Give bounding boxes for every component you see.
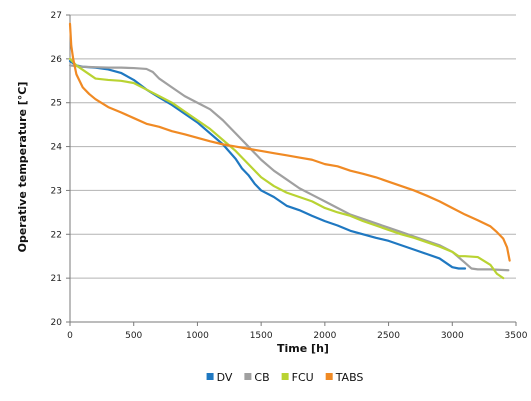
legend-swatch-dv xyxy=(206,373,214,380)
y-tick-label: 20 xyxy=(51,318,63,328)
series-line-dv xyxy=(68,59,467,270)
legend-label-fcu: FCU xyxy=(292,371,314,384)
grid-lines xyxy=(70,14,516,279)
tick-labels: 20 21 22 23 24 25 26 27 0 500 1000 1500 2000 2500 3000… xyxy=(51,11,528,341)
y-tick-label: 24 xyxy=(51,143,63,153)
series-line-tabs xyxy=(68,22,511,262)
y-tick-label: 27 xyxy=(51,11,62,21)
legend-swatch-tabs xyxy=(325,373,333,380)
x-axis-title: Time [h] xyxy=(277,342,329,355)
y-tick-label: 25 xyxy=(51,99,62,109)
y-tick-label: 21 xyxy=(51,274,62,284)
series-line-cb xyxy=(68,64,510,272)
series-lines xyxy=(68,22,511,280)
x-tick-label: 1500 xyxy=(250,331,273,341)
y-axis-title: Operative temperature [°C] xyxy=(16,82,29,253)
legend: DV CB FCU TABS xyxy=(206,371,364,384)
y-tick-label: 22 xyxy=(51,230,62,240)
legend-label-cb: CB xyxy=(254,371,269,384)
series-line-fcu xyxy=(68,57,505,280)
legend-swatch-cb xyxy=(244,373,252,380)
x-tick-label: 2500 xyxy=(377,331,400,341)
x-tick-label: 3000 xyxy=(441,331,464,341)
x-tick-label: 1000 xyxy=(186,331,209,341)
x-tick-label: 0 xyxy=(67,331,73,341)
y-tick-label: 26 xyxy=(51,55,63,65)
x-tick-label: 3500 xyxy=(505,331,528,341)
x-tick-label: 500 xyxy=(125,331,142,341)
y-tick-label: 23 xyxy=(51,186,62,196)
x-tick-label: 2000 xyxy=(313,331,336,341)
legend-swatch-fcu xyxy=(281,373,289,380)
legend-label-dv: DV xyxy=(217,371,233,384)
legend-label-tabs: TABS xyxy=(335,371,364,384)
